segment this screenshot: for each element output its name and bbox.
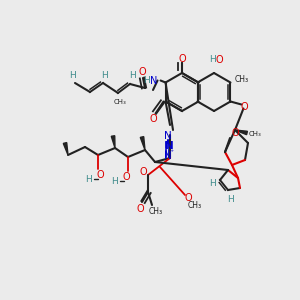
- Text: CH₃: CH₃: [249, 131, 261, 137]
- Text: N: N: [164, 151, 172, 161]
- Text: H: H: [85, 175, 92, 184]
- Text: O: O: [215, 55, 223, 65]
- Polygon shape: [140, 136, 145, 150]
- Text: O: O: [96, 170, 104, 180]
- Text: H: H: [226, 196, 233, 205]
- Text: O: O: [136, 204, 144, 214]
- Text: O: O: [139, 167, 147, 177]
- Text: O: O: [241, 101, 248, 112]
- Text: H: H: [143, 76, 150, 85]
- Text: H: H: [208, 179, 215, 188]
- Text: CH₃: CH₃: [149, 208, 163, 217]
- Text: N: N: [150, 76, 157, 85]
- Text: O: O: [184, 193, 192, 203]
- Text: H: H: [208, 56, 215, 64]
- Text: H: H: [129, 71, 135, 80]
- Text: ⁺: ⁺: [169, 148, 173, 157]
- Polygon shape: [111, 136, 115, 148]
- Text: N: N: [164, 131, 172, 141]
- Text: H: H: [70, 70, 76, 80]
- Text: O: O: [150, 115, 158, 124]
- Text: N: N: [165, 141, 173, 151]
- Text: CH₃: CH₃: [234, 75, 248, 84]
- Text: H: H: [112, 176, 118, 185]
- Text: H: H: [102, 70, 108, 80]
- Text: CH₃: CH₃: [188, 200, 202, 209]
- Polygon shape: [235, 130, 247, 135]
- Text: O: O: [138, 67, 146, 77]
- Text: O: O: [231, 128, 239, 138]
- Polygon shape: [63, 142, 68, 155]
- Text: O: O: [178, 54, 186, 64]
- Text: CH₃: CH₃: [114, 99, 126, 105]
- Text: O: O: [122, 172, 130, 182]
